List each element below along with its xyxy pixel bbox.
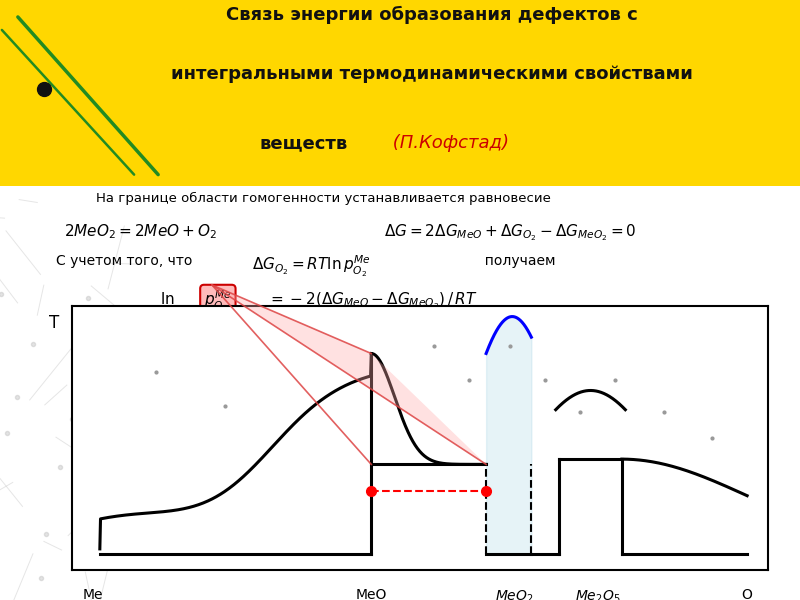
Text: $= -2(\Delta G_{MeO} - \Delta G_{MeO_2}) \,/\, RT$: $= -2(\Delta G_{MeO} - \Delta G_{MeO_2})… <box>268 291 478 311</box>
Text: $2MeO_2 = 2MeO + O_2$: $2MeO_2 = 2MeO + O_2$ <box>64 223 217 241</box>
Text: $\Delta G_{O_2} = RT \ln p_{O_2}^{Me}$: $\Delta G_{O_2} = RT \ln p_{O_2}^{Me}$ <box>252 254 371 280</box>
Text: Me: Me <box>82 589 103 600</box>
Text: веществ: веществ <box>260 134 348 152</box>
Text: $\Delta G = 2\Delta G_{MeO} + \Delta G_{O_2} - \Delta G_{MeO_2} = 0$: $\Delta G = 2\Delta G_{MeO} + \Delta G_{… <box>384 223 637 243</box>
Text: С учетом того, что: С учетом того, что <box>56 254 201 268</box>
Text: $Me_2O_5$: $Me_2O_5$ <box>574 589 620 600</box>
Text: O: O <box>742 589 753 600</box>
Text: Связь энергии образования дефектов с: Связь энергии образования дефектов с <box>226 5 638 24</box>
Text: $\ln$: $\ln$ <box>160 291 174 307</box>
Text: интегральными термодинамическими свойствами: интегральными термодинамическими свойств… <box>171 65 693 83</box>
Text: На границе области гомогенности устанавливается равновесие: На границе области гомогенности устанавл… <box>96 192 551 205</box>
Text: $MeO_2$: $MeO_2$ <box>494 589 534 600</box>
Text: получаем: получаем <box>476 254 555 268</box>
Text: (П.Кофстад): (П.Кофстад) <box>387 134 509 152</box>
Text: MeO: MeO <box>355 589 387 600</box>
Text: $p_{O_2}^{Me}$: $p_{O_2}^{Me}$ <box>204 289 232 314</box>
Text: T: T <box>50 314 60 332</box>
